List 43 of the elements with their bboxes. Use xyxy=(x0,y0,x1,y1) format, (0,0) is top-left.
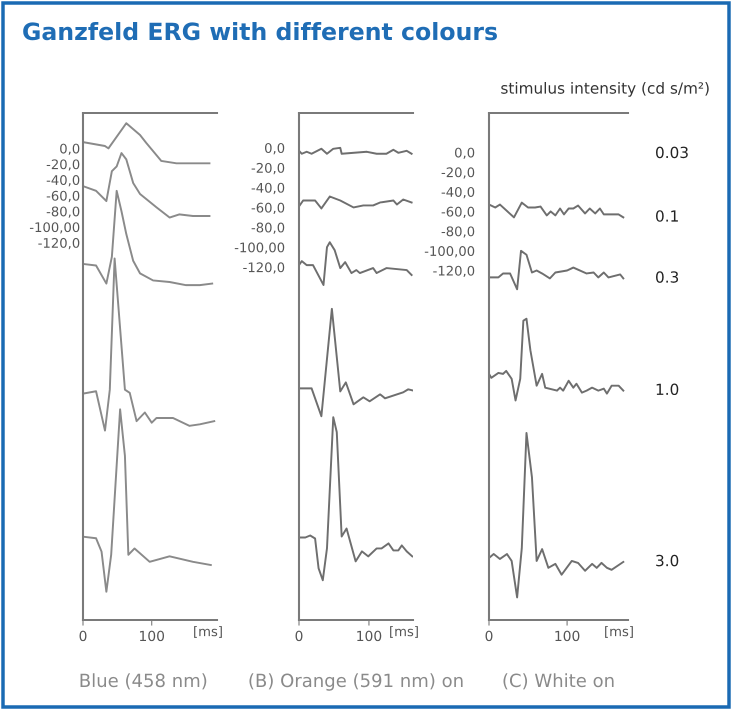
y-tick-label: 0,0 xyxy=(60,144,80,155)
x-tick-label: 100 xyxy=(140,630,164,642)
y-tick-label: -120,0 xyxy=(243,262,284,274)
y-tick-label: -120,0 xyxy=(38,238,80,250)
y-tick-label: -60,0 xyxy=(442,206,474,218)
text: 0.03 xyxy=(656,146,688,158)
y-tick-label: -80,0 xyxy=(252,222,284,234)
x-axis-title: [ms] xyxy=(605,626,633,638)
chart-title: Ganzfeld ERG with different colours xyxy=(23,22,497,40)
x-axis-title: [ms] xyxy=(194,626,222,638)
y-tick-label: -80,0 xyxy=(46,206,80,218)
y-tick-label: -20,0 xyxy=(46,159,80,171)
x-tick-label: 0 xyxy=(295,630,302,642)
y-tick-label: -60,0 xyxy=(252,202,284,214)
y-tick-label: -60,0 xyxy=(46,190,80,202)
y-tick-label: -100,00 xyxy=(424,246,474,258)
text: 0.1 xyxy=(656,210,678,222)
text: 0.3 xyxy=(656,271,678,283)
y-tick-label: -40,0 xyxy=(252,182,284,194)
x-axis-title: [ms] xyxy=(390,626,418,638)
y-tick-label: -40,0 xyxy=(442,186,474,198)
y-tick-label: 0,0 xyxy=(455,148,474,159)
y-tick-label: -20,0 xyxy=(252,162,284,174)
text: Blue (458 nm) xyxy=(80,673,206,690)
text: 3.0 xyxy=(656,554,678,566)
line-series xyxy=(83,408,212,593)
x-tick-label: 100 xyxy=(357,630,382,642)
line-series xyxy=(83,122,210,164)
y-tick-label: -100,00 xyxy=(30,222,80,234)
legend-title: stimulus intensity (cd s/m²) xyxy=(501,82,709,97)
y-tick-label: -100,00 xyxy=(234,242,284,254)
x-tick-label: 0 xyxy=(79,630,86,642)
y-tick-label: 0,0 xyxy=(265,143,284,154)
line-series xyxy=(83,152,210,219)
y-tick-label: -80,0 xyxy=(442,226,474,238)
y-tick-label: -120,0 xyxy=(433,266,474,278)
x-tick-label: 100 xyxy=(555,630,580,642)
text: (C) White on xyxy=(503,673,614,690)
text: (B) Orange (591 nm) on xyxy=(249,673,463,691)
x-tick-label: 0 xyxy=(485,630,492,642)
y-tick-label: -20,0 xyxy=(442,167,474,179)
y-tick-label: -40,0 xyxy=(46,175,80,186)
text: 1.0 xyxy=(656,383,678,396)
